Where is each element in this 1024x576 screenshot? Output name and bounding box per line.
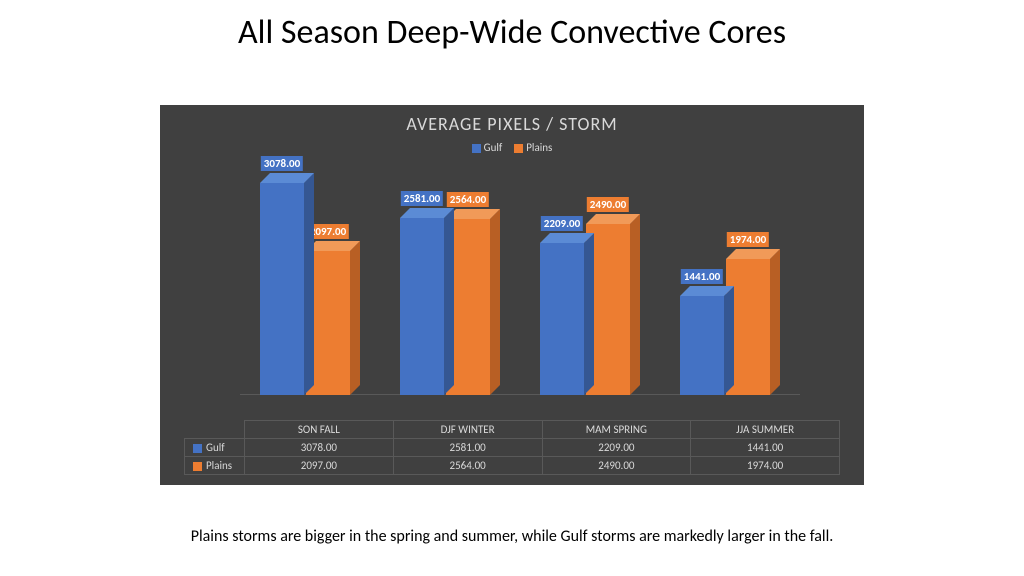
- slide-caption: Plains storms are bigger in the spring a…: [0, 527, 1024, 546]
- legend-label: Gulf: [484, 141, 503, 154]
- table-cell: 2209.00: [542, 439, 691, 457]
- table-cell: 2581.00: [393, 439, 542, 457]
- bar-side: [490, 209, 500, 395]
- legend-item: Gulf: [472, 141, 503, 154]
- page-title: All Season Deep-Wide Convective Cores: [0, 12, 1024, 53]
- table-col-header: MAM SPRING: [542, 421, 691, 439]
- table-cell: 2097.00: [245, 457, 394, 475]
- bar-side: [350, 241, 360, 395]
- bar: 1441.00: [680, 296, 724, 395]
- table-row-header: Plains: [185, 457, 245, 475]
- bar-side: [584, 233, 594, 395]
- table-cell: 2564.00: [393, 457, 542, 475]
- bar-side: [304, 173, 314, 395]
- bar-front: [680, 296, 724, 395]
- bar-side: [630, 214, 640, 395]
- data-table: SON FALLDJF WINTERMAM SPRINGJJA SUMMERGu…: [184, 420, 840, 475]
- table-row: Plains2097.002564.002490.001974.00: [185, 457, 840, 475]
- bar-value-label: 2209.00: [541, 216, 583, 231]
- table-col-header: JJA SUMMER: [691, 421, 840, 439]
- chart-container: AVERAGE PIXELS / STORM GulfPlains 2097.0…: [160, 105, 864, 485]
- chart-legend: Gulf Plains: [160, 141, 864, 154]
- bar-front: [260, 183, 304, 395]
- bar: 3078.00: [260, 183, 304, 395]
- table-swatch: [193, 462, 202, 471]
- chart-title: AVERAGE PIXELS / STORM: [160, 113, 864, 135]
- bar-value-label: 2490.00: [587, 197, 629, 212]
- bar-value-label: 1974.00: [727, 232, 769, 247]
- chart-plot-area: 2097.003078.002564.002581.002490.002209.…: [240, 165, 800, 395]
- table-cell: 2490.00: [542, 457, 691, 475]
- bar-value-label: 1441.00: [681, 269, 723, 284]
- bar: 2209.00: [540, 243, 584, 395]
- bar-front: [400, 218, 444, 395]
- bar-side: [724, 286, 734, 395]
- legend-item: Plains: [514, 141, 552, 154]
- bar-top: [400, 208, 454, 218]
- table-col-header: DJF WINTER: [393, 421, 542, 439]
- legend-label: Plains: [526, 141, 552, 154]
- bar-group: 1974.00 1441.00: [660, 165, 800, 395]
- bar-side: [770, 249, 780, 395]
- table-col-header: SON FALL: [245, 421, 394, 439]
- bar-front: [540, 243, 584, 395]
- legend-swatch: [472, 144, 481, 153]
- bar-group: 2097.003078.00: [240, 165, 380, 395]
- bar-value-label: 3078.00: [261, 156, 303, 171]
- table-cell: 1441.00: [691, 439, 840, 457]
- table-row: Gulf3078.002581.002209.001441.00: [185, 439, 840, 457]
- table-swatch: [193, 444, 202, 453]
- bar-group: 2564.002581.00: [380, 165, 520, 395]
- table-row-header: Gulf: [185, 439, 245, 457]
- bar: 2581.00: [400, 218, 444, 395]
- table-header-row: SON FALLDJF WINTERMAM SPRINGJJA SUMMER: [185, 421, 840, 439]
- bar-value-label: 2581.00: [401, 191, 443, 206]
- table-corner: [185, 421, 245, 439]
- bar-value-label: 2564.00: [447, 192, 489, 207]
- legend-swatch: [514, 144, 523, 153]
- bar-side: [444, 208, 454, 395]
- table-cell: 1974.00: [691, 457, 840, 475]
- table-cell: 3078.00: [245, 439, 394, 457]
- bar-group: 2490.00 2209.00: [520, 165, 660, 395]
